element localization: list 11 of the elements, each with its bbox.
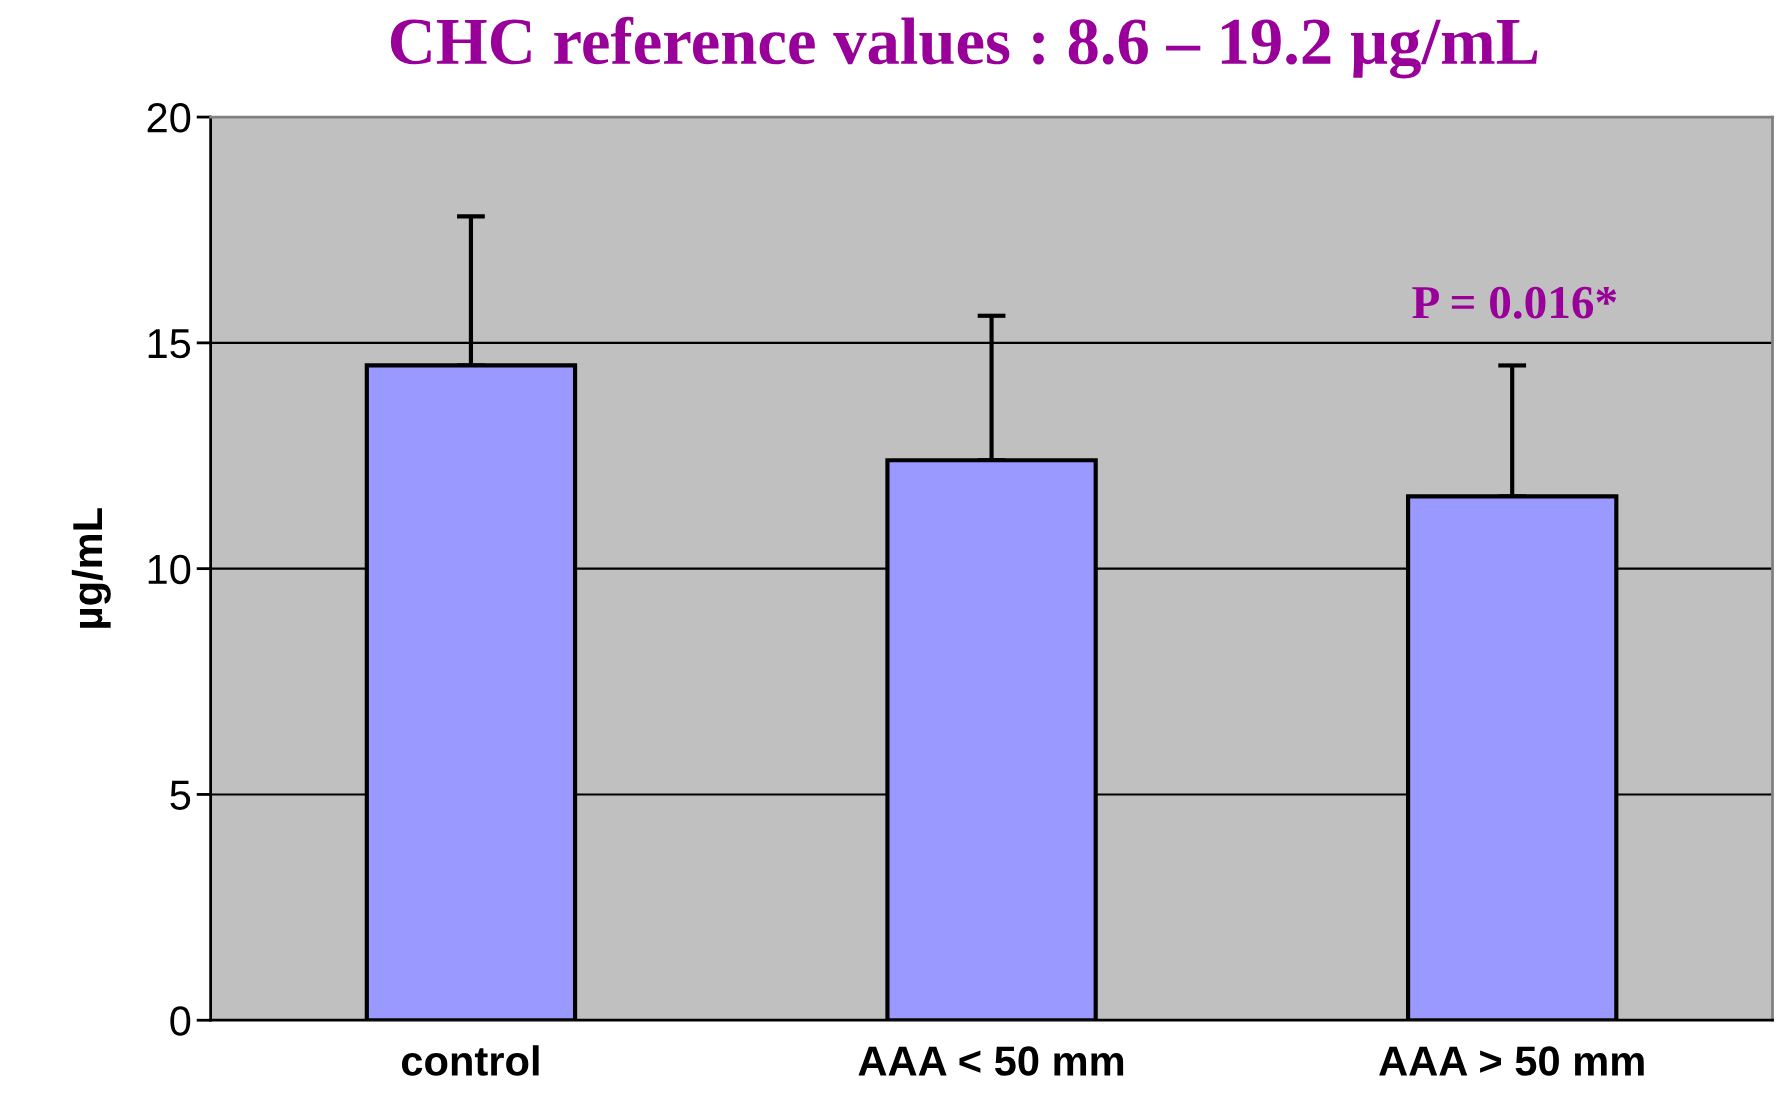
y-tick-label: 0 [170, 1006, 191, 1036]
y-tick-label: 10 [148, 554, 191, 585]
x-tick-label: AAA < 50 mm [858, 1046, 1124, 1076]
annotation: P = 0.016* [1412, 286, 1617, 319]
y-axis-title: µg/mL [71, 508, 111, 628]
y-tick-label: 5 [170, 780, 191, 810]
x-tick-label: control [401, 1045, 539, 1076]
y-tick-label: 20 [147, 103, 191, 133]
x-tick-label: AAA > 50 mm [1379, 1046, 1644, 1076]
y-tick-label: 15 [148, 329, 191, 359]
chart-title: CHC reference values : 8.6 – 19.2 µg/mL [390, 16, 1538, 79]
